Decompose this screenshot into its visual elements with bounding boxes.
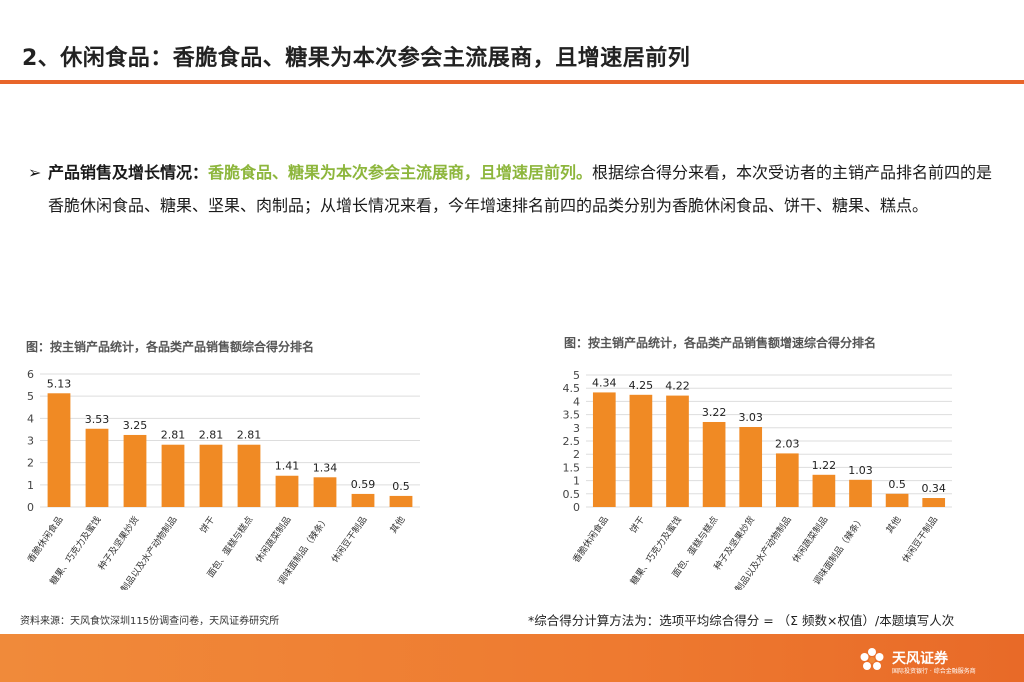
chart-2-y-tick-label: 2.5	[563, 435, 581, 448]
chart-1-bar	[123, 434, 147, 507]
chart-1-bar	[237, 444, 261, 507]
chart-1-y-tick-label: 6	[27, 368, 34, 381]
chart-2-bar	[775, 453, 799, 507]
chart-2-y-tick-label: 0	[573, 501, 580, 514]
chart-2-data-label: 0.5	[888, 478, 906, 491]
chart-2-y-tick-label: 5	[573, 369, 580, 382]
chart-1-data-label: 0.59	[351, 478, 376, 491]
title-underline	[0, 80, 1024, 84]
summary-body: 根据综合得分来看，本次受访者的主销产品排名前四的是香脆休闲食品、糖果、坚果、肉制…	[48, 163, 993, 215]
footer-bar	[0, 634, 1024, 682]
company-logo: 天风证券 国际投资银行 · 综合金融服务商	[858, 646, 988, 676]
chart-1-data-label: 3.25	[123, 419, 148, 432]
chart-2-bar	[739, 427, 763, 507]
chart-1-data-label: 2.81	[199, 429, 224, 442]
chart-1-y-tick-label: 2	[27, 457, 34, 470]
chart-2-category-label: 休闲蔬菜制品	[790, 514, 831, 565]
logo-name: 天风证券	[892, 651, 948, 667]
chart-2-y-tick-label: 3.5	[563, 409, 581, 422]
chart-2-data-label: 3.22	[702, 406, 727, 419]
chart-1-bar	[47, 393, 71, 507]
chart-2-y-tick-label: 4	[573, 395, 580, 408]
chart-1-data-label: 5.13	[47, 377, 72, 390]
chart-2-data-label: 4.25	[629, 379, 654, 392]
chart-2-data-label: 0.34	[921, 482, 946, 495]
chart-2-category-label: 其他	[883, 514, 903, 536]
chart-2-bar	[885, 493, 909, 507]
chart-1-category-label: 种子及坚果炒货	[95, 514, 141, 573]
chart-1-bar	[351, 493, 375, 507]
chart-1-category-label: 饼干	[197, 514, 217, 536]
chart-2-bar	[849, 479, 872, 507]
chart-2-y-tick-label: 3	[573, 422, 580, 435]
chart-1-sales-score: 01234565.13香脆休闲食品3.53糖果、巧克力及蜜饯3.25种子及坚果炒…	[25, 368, 420, 590]
chart-1-category-label: 休闲蔬菜制品	[253, 514, 294, 565]
page-title: 2、休闲食品：香脆食品、糖果为本次参会主流展商，且增速居前列	[22, 46, 691, 71]
chart-1-category-label: 休闲豆干制品	[329, 514, 370, 565]
chart-2-y-tick-label: 0.5	[563, 488, 581, 501]
chart-2-bar	[629, 394, 653, 507]
chart-1-title: 图：按主销产品统计，各品类产品销售额综合得分排名	[26, 340, 315, 354]
chart-2-data-label: 4.22	[665, 380, 690, 393]
chart-1-y-tick-label: 1	[27, 479, 34, 492]
logo-subtitle: 国际投资银行 · 综合金融服务商	[892, 668, 976, 675]
bullet-arrow-icon: ➢	[28, 163, 42, 182]
chart-2-bar	[812, 474, 836, 507]
summary-paragraph: ➢ 产品销售及增长情况：香脆食品、糖果为本次参会主流展商，且增速居前列。根据综合…	[28, 156, 998, 222]
chart-1-data-label: 1.41	[275, 460, 300, 473]
method-note: *综合得分计算方法为：选项平均综合得分 = （Σ 频数×权值）/本题填写人次	[528, 613, 955, 628]
chart-2-bar	[592, 392, 616, 507]
chart-1-data-label: 1.34	[313, 461, 338, 474]
chart-1-data-label: 2.81	[161, 429, 186, 442]
chart-1-data-label: 0.5	[392, 480, 410, 493]
chart-1-category-label: 肉制品以及水产动物制品	[113, 514, 180, 590]
chart-1-bar	[85, 428, 109, 507]
chart-2-y-tick-label: 4.5	[563, 382, 581, 395]
summary-lead: 产品销售及增长情况：	[48, 163, 209, 182]
chart-1-y-tick-label: 3	[27, 435, 34, 448]
chart-2-y-tick-label: 2	[573, 448, 580, 461]
chart-1-y-tick-label: 5	[27, 390, 34, 403]
chart-2-title: 图：按主销产品统计，各品类产品销售额增速综合得分排名	[564, 336, 877, 350]
chart-1-bar	[275, 475, 299, 507]
chart-2-data-label: 1.22	[812, 459, 837, 472]
chart-1-bar	[313, 477, 337, 507]
chart-1-y-tick-label: 0	[27, 501, 34, 514]
chart-1-bar	[199, 444, 223, 507]
chart-1-category-label: 香脆休闲食品	[25, 514, 66, 565]
chart-2-y-tick-label: 1.5	[563, 461, 581, 474]
logo-flower-icon	[860, 648, 884, 670]
chart-1-bar	[389, 495, 413, 507]
chart-2-data-label: 1.03	[848, 464, 873, 477]
chart-2-category-label: 香脆休闲食品	[570, 514, 611, 565]
chart-2-bar	[702, 421, 726, 507]
chart-2-data-label: 3.03	[738, 411, 763, 424]
chart-2-y-tick-label: 1	[573, 475, 580, 488]
chart-1-data-label: 3.53	[85, 413, 110, 426]
chart-2-category-label: 饼干	[627, 514, 647, 536]
chart-2-category-label: 肉制品以及水产动物制品	[727, 514, 794, 590]
chart-2-category-label: 休闲豆干制品	[899, 514, 940, 565]
chart-2-bar	[922, 498, 946, 507]
source-note: 资料来源：天风食饮深圳115份调查问卷，天风证券研究所	[20, 616, 280, 627]
summary-highlight: 香脆食品、糖果为本次参会主流展商，且增速居前列。	[208, 163, 593, 182]
chart-1-data-label: 2.81	[237, 429, 262, 442]
chart-2-data-label: 2.03	[775, 437, 800, 450]
chart-1-y-tick-label: 4	[27, 412, 34, 425]
chart-1-bar	[161, 444, 185, 507]
chart-2-data-label: 4.34	[592, 376, 617, 389]
chart-1-category-label: 其他	[387, 514, 407, 536]
chart-2-growth-score: 00.511.522.533.544.554.34香脆休闲食品4.25饼干4.2…	[563, 369, 952, 590]
chart-2-bar	[666, 395, 689, 507]
